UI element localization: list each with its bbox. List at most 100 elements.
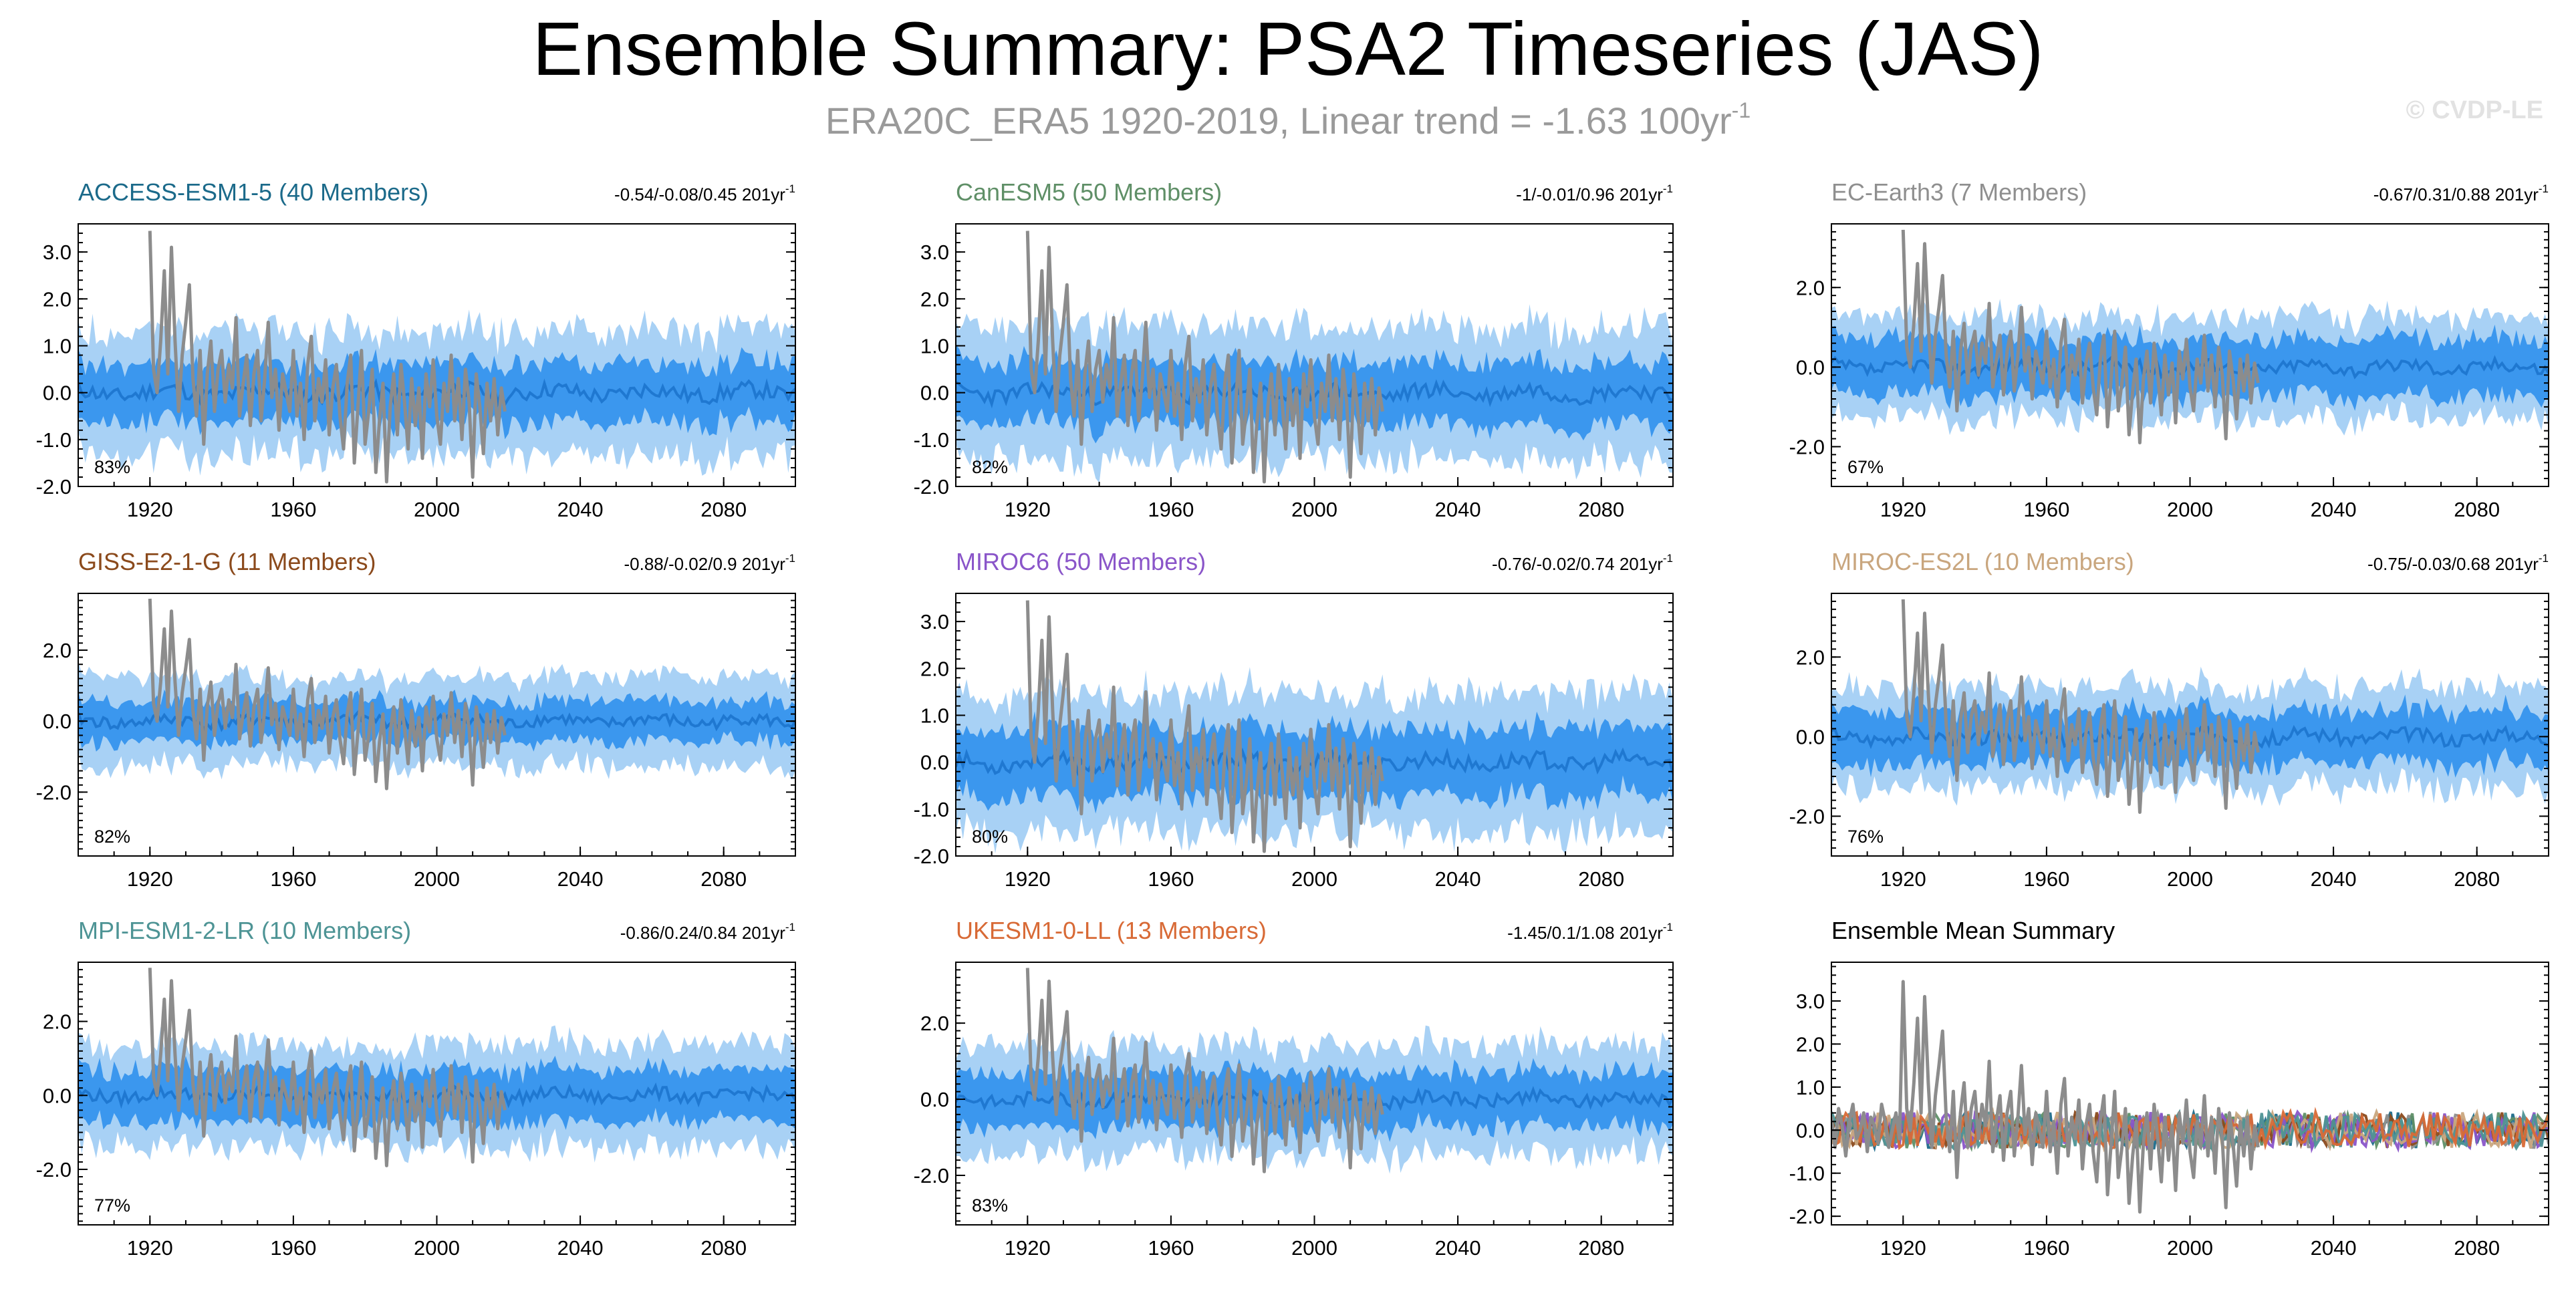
panel-canesm5: -2.0 -1.0 0.0 1.0 2.0 3.0 1920 1960 2000 2040 2080… <box>914 178 1674 521</box>
y-tick-label: 2.0 <box>920 657 949 680</box>
x-tick-label: 2080 <box>2454 1236 2500 1260</box>
observation-line <box>1025 231 1384 484</box>
observation-line <box>148 231 507 484</box>
x-tick-label: 2040 <box>1435 498 1481 521</box>
x-tick-label: 1960 <box>1148 1236 1194 1260</box>
x-tick-label: 2080 <box>2454 867 2500 891</box>
x-tick-label: 1920 <box>1005 1236 1051 1260</box>
y-tick-label: 0.0 <box>1796 355 1825 379</box>
trend-superscript: -1 <box>2539 552 2549 565</box>
panel-giss-e2-1-g: -2.0 0.0 2.0 1920 1960 2000 2040 2080 GISS-E2-1-… <box>36 548 796 891</box>
panel-access-esm1-5: -2.0 -1.0 0.0 1.0 2.0 3.0 1920 1960 2000 2040 2080… <box>36 178 796 521</box>
x-tick-label: 2040 <box>2311 1236 2357 1260</box>
panel-title: MPI-ESM1-2-LR (10 Members) <box>78 917 411 944</box>
x-tick-label: 2000 <box>1291 498 1337 521</box>
y-tick-label: 0.0 <box>920 751 949 774</box>
plot-area <box>78 968 795 1167</box>
x-tick-label: 2040 <box>1435 1236 1481 1260</box>
y-tick-label: -2.0 <box>914 845 949 868</box>
plot-area <box>78 598 795 791</box>
copyright-label: © CVDP-LE <box>2406 96 2543 124</box>
y-tick-label: 2.0 <box>43 639 72 662</box>
panel-trend-label: -1.45/0.1/1.08 201yr-1 <box>1507 921 1673 943</box>
x-tick-label: 2080 <box>2454 498 2500 521</box>
x-tick-label: 1920 <box>1005 498 1051 521</box>
percent-label: 83% <box>972 1195 1008 1215</box>
trend-value: -0.76/-0.02/0.74 201yr <box>1492 554 1663 574</box>
x-tick-label: 2080 <box>700 867 747 891</box>
panel-mpi-esm1-2-lr: -2.0 0.0 2.0 1920 1960 2000 2040 2080 MPI-ESM1-2… <box>36 917 796 1260</box>
x-tick-label: 2000 <box>414 498 460 521</box>
x-tick-label: 1920 <box>127 867 173 891</box>
x-tick-label: 1920 <box>1880 1236 1926 1260</box>
x-tick-label: 1960 <box>270 1236 316 1260</box>
x-tick-label: 2080 <box>1578 867 1624 891</box>
trend-superscript: -1 <box>785 182 795 195</box>
x-tick-label: 1960 <box>2023 498 2069 521</box>
panel-trend-label: -0.76/-0.02/0.74 201yr-1 <box>1492 552 1673 574</box>
plot-area <box>956 968 1673 1174</box>
x-tick-label: 2000 <box>414 867 460 891</box>
y-tick-label: 2.0 <box>43 287 72 311</box>
y-tick-label: 2.0 <box>1796 1032 1825 1056</box>
observation-line <box>148 968 507 1167</box>
y-tick-label: 0.0 <box>1796 725 1825 748</box>
y-tick-label: 1.0 <box>1796 1076 1825 1099</box>
x-tick-label: 1960 <box>2023 867 2069 891</box>
y-tick-label: 0.0 <box>920 382 949 405</box>
trend-superscript: -1 <box>1663 552 1673 565</box>
trend-value: -0.88/-0.02/0.9 201yr <box>624 554 785 574</box>
y-tick-label: 1.0 <box>43 334 72 357</box>
panel-trend-label: -0.54/-0.08/0.45 201yr-1 <box>614 182 795 204</box>
panel-title: EC-Earth3 (7 Members) <box>1831 178 2087 206</box>
x-tick-label: 1920 <box>1880 867 1926 891</box>
trend-value: -0.75/-0.03/0.68 201yr <box>2367 554 2539 574</box>
percent-label: 76% <box>1847 827 1884 847</box>
x-tick-label: 2080 <box>1578 498 1624 521</box>
x-tick-label: 1960 <box>1148 498 1194 521</box>
trend-superscript: -1 <box>785 921 795 933</box>
x-tick-label: 2000 <box>2167 1236 2213 1260</box>
y-tick-label: -2.0 <box>36 1158 72 1181</box>
panel-title: MIROC6 (50 Members) <box>956 548 1206 575</box>
subtitle-text: ERA20C_ERA5 1920-2019, Linear trend = -1… <box>825 100 1732 142</box>
panel-miroc6: -2.0 -1.0 0.0 1.0 2.0 3.0 1920 1960 2000 2040 2080… <box>914 548 1674 891</box>
x-tick-label: 2080 <box>700 1236 747 1260</box>
trend-value: -0.67/0.31/0.88 201yr <box>2373 184 2539 204</box>
trend-value: -0.54/-0.08/0.45 201yr <box>614 184 785 204</box>
x-tick-label: 2080 <box>700 498 747 521</box>
panel-trend-label: -0.86/0.24/0.84 201yr-1 <box>620 921 795 943</box>
y-tick-label: 3.0 <box>920 610 949 633</box>
x-tick-label: 2000 <box>2167 867 2213 891</box>
y-tick-label: -2.0 <box>1789 1205 1825 1228</box>
y-tick-label: -1.0 <box>36 428 72 452</box>
page-subtitle: ERA20C_ERA5 1920-2019, Linear trend = -1… <box>825 98 1751 142</box>
observation-line <box>1025 600 1384 853</box>
x-tick-label: 2080 <box>1578 1236 1624 1260</box>
y-tick-label: -2.0 <box>914 475 949 498</box>
panel-title: CanESM5 (50 Members) <box>956 178 1222 206</box>
plot-area <box>78 231 795 484</box>
y-tick-label: -2.0 <box>36 475 72 498</box>
observation-line <box>1901 229 2260 444</box>
percent-label: 83% <box>94 457 130 477</box>
x-tick-label: 2000 <box>1291 867 1337 891</box>
y-tick-label: -1.0 <box>914 428 949 452</box>
panel-trend-label: -0.75/-0.03/0.68 201yr-1 <box>2367 552 2549 574</box>
percent-label: 77% <box>94 1195 130 1215</box>
panel-title: GISS-E2-1-G (11 Members) <box>78 548 376 575</box>
x-tick-label: 2000 <box>414 1236 460 1260</box>
panel-title: Ensemble Mean Summary <box>1831 917 2115 944</box>
subtitle-superscript: -1 <box>1732 98 1751 122</box>
y-tick-label: -2.0 <box>1789 435 1825 458</box>
trend-value: -0.86/0.24/0.84 201yr <box>620 923 786 943</box>
x-tick-label: 2000 <box>2167 498 2213 521</box>
x-tick-label: 1960 <box>270 867 316 891</box>
y-tick-label: 0.0 <box>43 1084 72 1107</box>
x-tick-label: 1920 <box>127 1236 173 1260</box>
y-tick-label: 0.0 <box>1796 1119 1825 1142</box>
trend-value: -1.45/0.1/1.08 201yr <box>1507 923 1663 943</box>
y-tick-label: 2.0 <box>1796 645 1825 669</box>
x-tick-label: 1920 <box>127 498 173 521</box>
